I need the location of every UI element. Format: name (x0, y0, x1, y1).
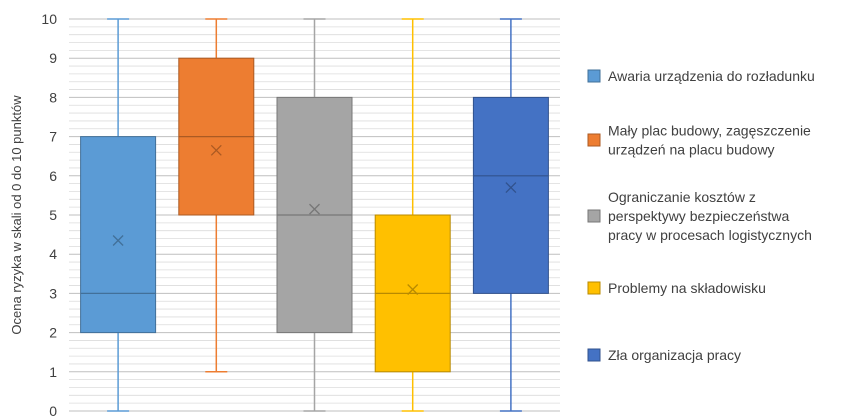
legend-swatch (587, 348, 601, 362)
mean-marker (407, 284, 419, 295)
legend-entry: Zła organizacja pracy (587, 347, 741, 363)
y-tick-label: 9 (49, 50, 57, 66)
box-series (472, 18, 549, 412)
mean-marker (309, 203, 320, 215)
y-axis-label: Ocena ryzyka w skali od 0 do 10 punktów (9, 95, 24, 335)
y-tick-label: 1 (49, 364, 57, 380)
legend-entry: Mały plac budowy, zagęszczenie urządzeń n… (587, 123, 811, 158)
mean-marker (112, 235, 124, 246)
y-tick-label: 2 (49, 325, 57, 341)
y-tick-label: 10 (41, 11, 57, 27)
y-tick-label: 3 (49, 285, 57, 301)
legend-entry: Problemy na składowisku (587, 280, 766, 296)
y-tick-label: 0 (49, 403, 57, 417)
legend-swatch (587, 209, 601, 223)
legend-entry: Ograniczanie kosztów z perspektywy bezpie… (587, 189, 812, 243)
mean-marker (505, 182, 517, 194)
mean-marker (210, 144, 222, 156)
iqr-box (472, 96, 549, 294)
y-tick-label: 5 (49, 207, 57, 223)
legend-label: urządzeń na placu budowy (608, 142, 775, 158)
box-series (374, 18, 451, 412)
y-tick-label: 8 (49, 89, 57, 105)
legend-entry: Awaria urządzenia do rozładunku (587, 68, 815, 84)
legend-label: Awaria urządzenia do rozładunku (608, 68, 815, 84)
legend-label: Zła organizacja pracy (608, 347, 741, 363)
legend-label: perspektywy bezpieczeństwa (608, 208, 790, 224)
box-series (80, 18, 157, 412)
iqr-box (80, 136, 157, 334)
y-tick-label: 6 (49, 168, 57, 184)
legend-label: Mały plac budowy, zagęszczenie (608, 123, 811, 139)
box-series (178, 18, 255, 373)
legend-label: Problemy na składowisku (608, 280, 766, 296)
y-tick-label: 4 (49, 246, 57, 262)
legend-swatch (587, 69, 601, 83)
legend-label: Ograniczanie kosztów z (608, 189, 756, 205)
y-tick-label: 7 (49, 129, 57, 145)
legend-swatch (587, 281, 601, 295)
legend-swatch (587, 133, 601, 147)
box-series (276, 18, 353, 412)
legend-label: pracy w procesach logistycznych (608, 227, 812, 243)
